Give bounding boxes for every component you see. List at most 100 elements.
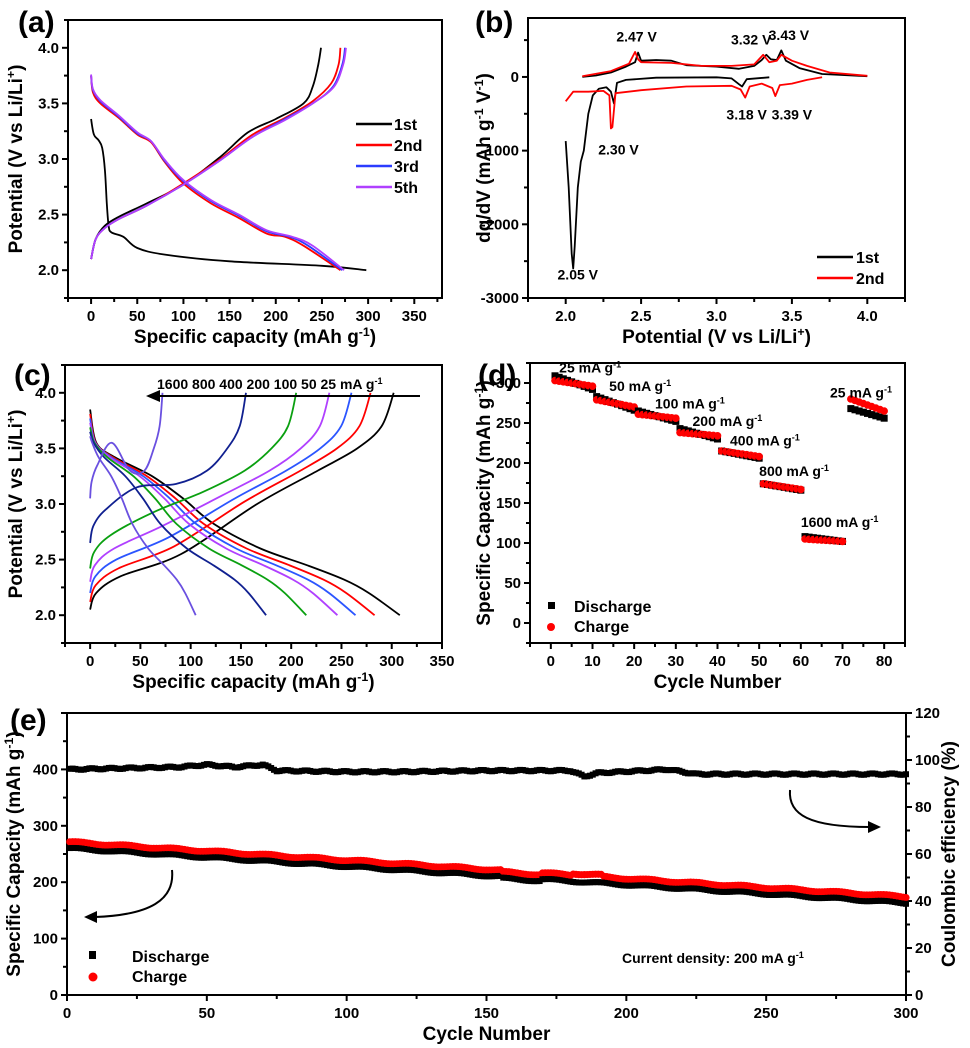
y-tick-label: 150 <box>496 495 521 512</box>
series-line-discharge <box>89 413 376 616</box>
y-tick-label: 200 <box>496 455 521 472</box>
x-tick-label: 0 <box>547 653 555 670</box>
discharge-point <box>847 405 855 413</box>
x-tick-label: 4.0 <box>857 308 878 325</box>
plot-frame <box>67 19 443 299</box>
legend-label: Charge <box>574 619 629 636</box>
panel-d: 0 10 20 30 40 50 60 70 80 0 50 100 150 200 250 300 Cycle… <box>472 359 906 693</box>
series-line-1st-discharge <box>90 118 367 272</box>
x-tick-label: 250 <box>309 308 334 325</box>
panel-label: (a) <box>18 6 55 39</box>
discharge-point <box>903 900 909 907</box>
x-axis-title: Specific capacity (mAh g-1) <box>132 670 374 693</box>
y2-tick-label: 80 <box>915 799 932 816</box>
y2-axis-title: Coulombic efficiency (%) <box>939 741 960 967</box>
panel-b: 2.0 2.5 3.0 3.5 4.0 -3000 -2000 -1000 0 Potential… <box>472 6 906 348</box>
x-tick-label: 350 <box>402 308 427 325</box>
x-tick-label: 200 <box>263 308 288 325</box>
series-line-2nd-discharge <box>90 75 341 271</box>
rate-arrow-label: 1600 800 400 200 100 50 25 mA g-1 <box>157 376 383 392</box>
rate-annotation: 100 mA g-1 <box>655 396 725 412</box>
series-line-discharge <box>89 435 197 616</box>
legend-label: 1st <box>394 117 418 134</box>
x-tick-label: 0 <box>63 1005 71 1022</box>
y2-tick-label: 20 <box>915 940 932 957</box>
y-tick-label: 3.0 <box>38 151 59 168</box>
legend-marker-discharge <box>89 951 96 959</box>
series-line-charge <box>89 392 372 603</box>
discharge-point <box>876 413 884 421</box>
x-axis-title: Potential (V vs Li/Li+) <box>622 325 811 348</box>
x-tick-label: 70 <box>834 653 851 670</box>
x-tick-label: 150 <box>217 308 242 325</box>
y2-tick-label: 120 <box>915 705 940 722</box>
y2-tick-label: 0 <box>915 987 923 1004</box>
y-tick-label: 250 <box>496 415 521 432</box>
legend-label: Discharge <box>132 949 209 966</box>
series-line-charge <box>89 392 395 610</box>
x-tick-label: 250 <box>754 1005 779 1022</box>
legend-label: 2nd <box>394 138 422 155</box>
y-tick-label: 2.0 <box>35 607 56 624</box>
x-tick-label: 300 <box>379 653 404 670</box>
x-tick-label: 350 <box>429 653 454 670</box>
x-tick-label: 100 <box>178 653 203 670</box>
y-tick-label: 0 <box>511 69 519 86</box>
charge-point <box>755 452 763 461</box>
x-tick-label: 20 <box>626 653 643 670</box>
peak-annotation: 2.05 V <box>558 267 599 283</box>
rate-annotation: 1600 mA g-1 <box>801 514 879 530</box>
rate-annotation: 25 mA g-1 <box>830 384 892 400</box>
peak-annotation: 3.32 V <box>731 32 772 48</box>
y-axis-title: Specific Capacity (mAh g-1) <box>472 380 495 625</box>
y2-tick-label: 60 <box>915 846 932 863</box>
series-line-discharge <box>89 431 267 616</box>
x-axis-title: Specific capacity (mAh g-1) <box>134 325 376 348</box>
y-tick-label: 200 <box>33 874 58 891</box>
panel-label: (c) <box>14 359 51 392</box>
legend-label: 3rd <box>394 159 419 176</box>
discharge-point <box>551 372 559 380</box>
legend-label: Discharge <box>574 599 651 616</box>
rate-arrow-head-icon <box>146 390 160 402</box>
x-tick-label: 0 <box>86 653 94 670</box>
charge-point <box>838 537 847 546</box>
panel-label: (d) <box>478 359 516 392</box>
right-arrow-head-icon <box>868 821 881 833</box>
x-tick-label: 250 <box>329 653 354 670</box>
legend-label: 1st <box>856 250 880 267</box>
series-line-charge <box>89 392 298 569</box>
x-tick-label: 30 <box>667 653 684 670</box>
series-line-charge <box>89 392 353 594</box>
x-tick-label: 50 <box>132 653 149 670</box>
charge-point <box>713 432 722 440</box>
x-tick-label: 2.5 <box>631 308 652 325</box>
series-line-5th-charge <box>90 47 347 260</box>
series-line-5th-discharge <box>90 74 345 271</box>
x-tick-label: 3.0 <box>706 308 727 325</box>
peak-annotation: 2.30 V <box>598 141 639 157</box>
y-tick-label: -1000 <box>481 143 519 160</box>
x-tick-label: 100 <box>171 308 196 325</box>
x-tick-label: 50 <box>198 1005 215 1022</box>
y2-tick-label: 100 <box>915 752 940 769</box>
charge-point <box>588 382 597 391</box>
rate-annotation: 800 mA g-1 <box>759 463 829 479</box>
x-tick-label: 3.5 <box>781 308 802 325</box>
discharge-point <box>880 414 888 422</box>
charge-point <box>672 414 680 423</box>
x-tick-label: 60 <box>792 653 809 670</box>
x-tick-label: 150 <box>474 1005 499 1022</box>
discharge-point <box>872 412 880 420</box>
x-tick-label: 80 <box>876 653 893 670</box>
y-tick-label: 300 <box>33 818 58 835</box>
y-tick-label: 2.5 <box>38 207 59 224</box>
x-tick-label: 0 <box>87 308 95 325</box>
y-tick-label: 0 <box>513 615 521 632</box>
series-line-charge <box>89 392 164 499</box>
panel-c: 0 50 100 150 200 250 300 350 2.0 2.5 3.0 3.5 4.0 Spec… <box>4 359 455 693</box>
x-tick-label: 300 <box>893 1005 918 1022</box>
legend-marker-charge <box>88 972 98 982</box>
